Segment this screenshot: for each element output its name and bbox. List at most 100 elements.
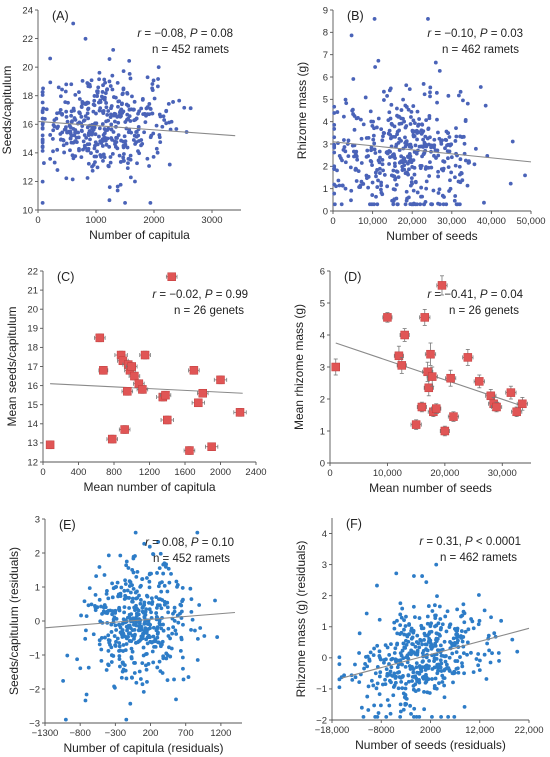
data-point [416, 122, 421, 127]
data-point [350, 677, 355, 682]
data-point [457, 164, 462, 169]
data-point [462, 671, 466, 676]
data-point [337, 655, 342, 660]
data-point [171, 100, 175, 104]
data-point [119, 675, 124, 680]
data-point [370, 193, 375, 197]
data-point [158, 551, 163, 556]
data-point [120, 425, 129, 434]
data-point [447, 135, 452, 139]
data-point [171, 625, 176, 629]
data-point [442, 676, 447, 681]
data-point [379, 183, 384, 188]
data-point [181, 622, 185, 627]
data-point [402, 695, 407, 700]
data-point [93, 608, 98, 613]
data-point [368, 650, 373, 655]
y-tick-label: 3 [323, 139, 328, 150]
data-point [349, 33, 354, 38]
data-point [409, 176, 414, 181]
x-tick-label: −8000 [368, 725, 395, 736]
x-axis-label: Number of seeds [386, 229, 477, 243]
data-point [124, 717, 129, 722]
data-point [154, 146, 159, 151]
data-point [394, 351, 404, 361]
data-point [405, 634, 410, 639]
y-axis-label: Seeds/capitulum [0, 66, 14, 155]
data-point [448, 622, 453, 627]
data-point [40, 148, 45, 153]
data-point [166, 566, 171, 571]
data-point [367, 657, 372, 662]
x-tick-label: 0 [40, 467, 45, 478]
data-point [351, 112, 356, 116]
data-point [433, 613, 437, 618]
y-tick-label: −1 [316, 684, 327, 695]
data-point [40, 133, 45, 138]
data-point [462, 620, 467, 625]
x-tick-label: 200 [143, 728, 159, 739]
y-tick-label: 24 [22, 5, 33, 16]
data-point [414, 640, 419, 644]
data-point [427, 630, 432, 634]
data-point [455, 607, 460, 612]
data-point [93, 140, 98, 145]
data-point [422, 689, 426, 694]
data-point [137, 593, 141, 598]
data-point [125, 628, 129, 633]
data-point [466, 627, 471, 632]
data-point [375, 202, 380, 207]
data-point [119, 585, 124, 590]
data-point [448, 186, 453, 191]
data-point [419, 667, 423, 672]
data-point [446, 666, 451, 670]
data-point [130, 599, 134, 604]
data-point [124, 563, 129, 568]
data-point [62, 150, 67, 155]
data-point [131, 107, 136, 112]
data-point [160, 580, 164, 585]
data-point [145, 622, 150, 626]
data-point [153, 637, 158, 642]
data-point [381, 134, 385, 139]
data-point [441, 654, 446, 658]
data-point [476, 652, 481, 656]
data-point [139, 637, 143, 642]
data-point [121, 155, 126, 160]
data-point [446, 165, 451, 170]
y-tick-label: 1 [35, 582, 40, 593]
data-point [130, 596, 135, 601]
panel-label: (F) [346, 517, 362, 531]
data-point [90, 164, 94, 169]
data-point [377, 149, 382, 154]
data-point [436, 201, 440, 206]
data-point [188, 586, 193, 591]
data-point [164, 121, 169, 126]
data-point [166, 610, 171, 615]
data-point [423, 167, 428, 171]
data-point [169, 646, 174, 651]
data-point [444, 202, 449, 207]
data-point [175, 582, 180, 587]
data-point [424, 383, 434, 393]
data-point [197, 603, 202, 607]
data-point [420, 642, 425, 647]
data-point [399, 679, 404, 684]
data-point [462, 141, 467, 146]
data-point [370, 180, 375, 185]
data-point [438, 617, 443, 621]
data-point [412, 165, 417, 170]
data-point [417, 616, 422, 620]
data-point [88, 137, 92, 142]
data-point [156, 539, 161, 544]
y-tick-label: 5 [323, 95, 328, 106]
data-point [109, 112, 113, 117]
data-point [41, 86, 45, 91]
data-point [396, 686, 401, 691]
data-point [69, 82, 74, 87]
stat-n: n = 452 ramets [152, 44, 229, 56]
data-point [490, 651, 494, 656]
data-point [101, 152, 106, 157]
data-point [73, 130, 78, 135]
data-point [378, 187, 383, 192]
